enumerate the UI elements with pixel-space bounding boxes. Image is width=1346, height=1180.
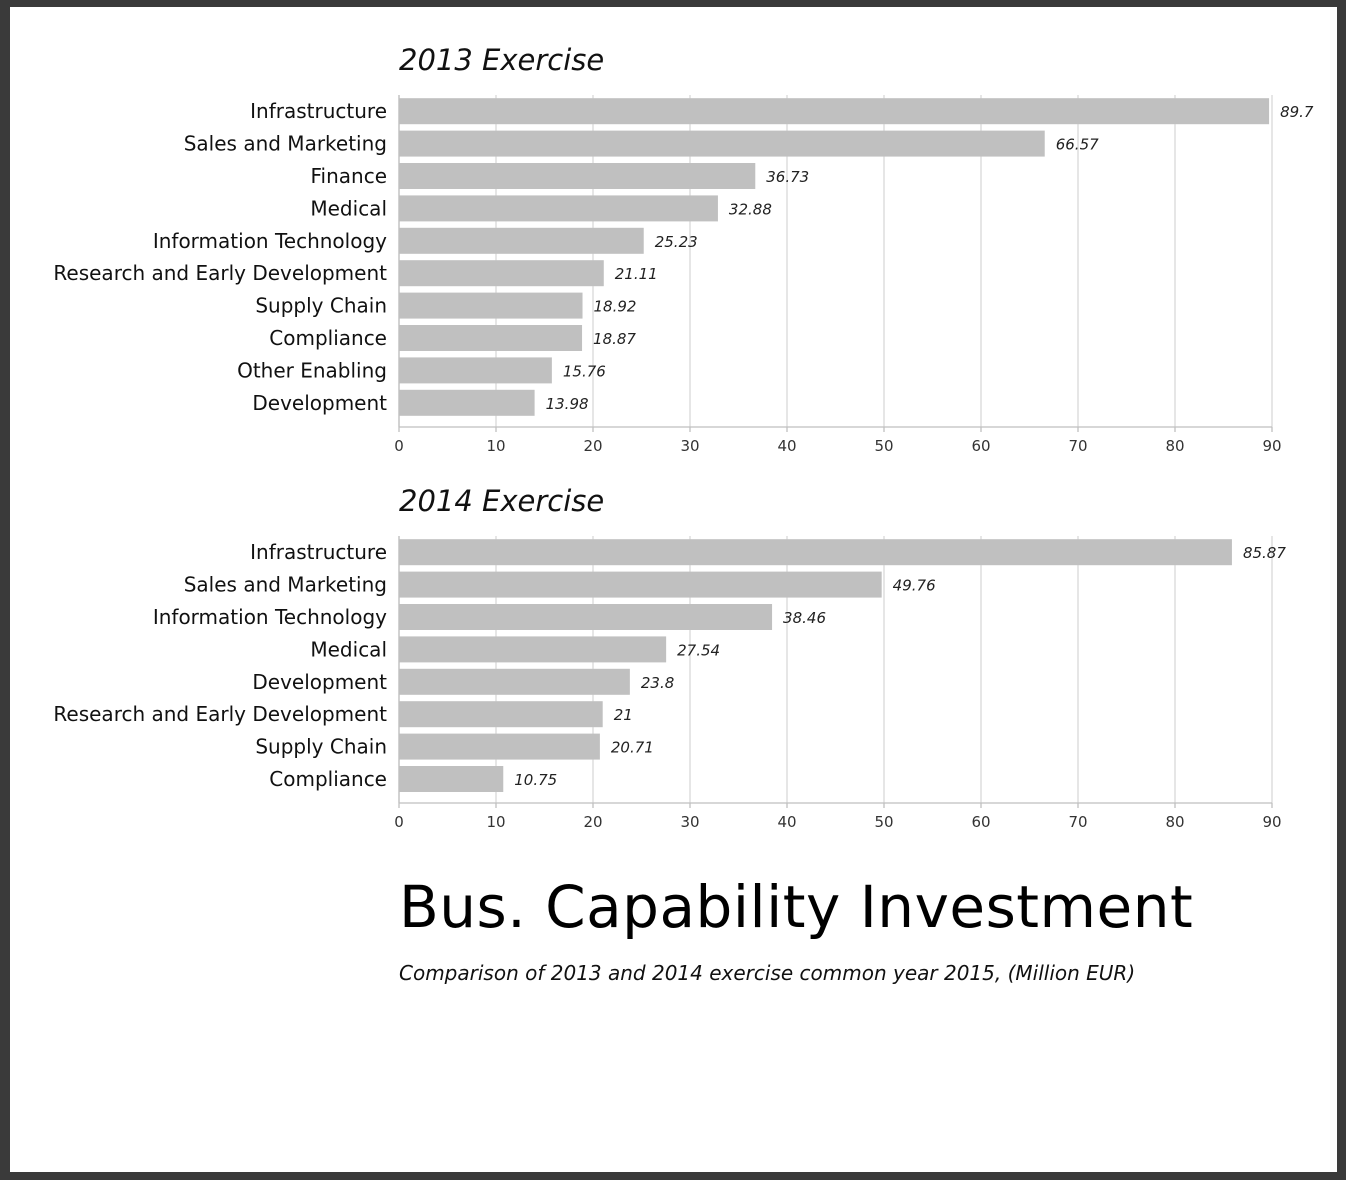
chart1-category-label: Other Enabling [237, 358, 387, 382]
chart1-tick-label: 90 [1262, 437, 1281, 455]
chart2-bar [399, 636, 667, 663]
chart1-bar [399, 389, 535, 416]
chart1-category-label: Supply Chain [255, 294, 387, 318]
chart1-tick-label: 40 [777, 437, 796, 455]
chart2-bar [399, 604, 773, 630]
chart2-bar [399, 668, 630, 695]
chart2-tick-label: 70 [1068, 813, 1087, 831]
chart2-category-label: Compliance [269, 767, 387, 791]
chart2-bar [399, 701, 603, 728]
chart2-tick-label: 80 [1165, 813, 1184, 831]
chart2-category-label: Sales and Marketing [184, 573, 387, 597]
chart2-value-label: 21 [614, 706, 633, 724]
report-page: 2013 Exercise 0 10 20 30 40 50 60 70 80 90 Infrastr… [10, 7, 1337, 1172]
chart1-bar [399, 195, 718, 222]
chart1-category-label: Information Technology [153, 229, 387, 253]
chart1-bar [399, 98, 1270, 125]
chart1-category-label: Compliance [269, 326, 387, 350]
chart1-tick-label: 10 [486, 437, 505, 455]
chart2-value-label: 10.75 [514, 771, 557, 789]
chart2-category-label: Information Technology [153, 605, 387, 629]
chart2-tick-label: 40 [777, 813, 796, 831]
chart2-value-label: 38.46 [783, 609, 826, 627]
chart1-tick-label: 50 [874, 437, 893, 455]
chart2-category-label: Medical [310, 637, 387, 661]
chart2-category-label: Research and Early Development [53, 702, 387, 726]
chart1-bar [399, 227, 644, 254]
chart1-tick-label: 70 [1068, 437, 1087, 455]
chart1-category-label: Research and Early Development [53, 261, 387, 285]
bar-charts: 2013 Exercise 0 10 20 30 40 50 60 70 80 90 Infrastr… [53, 43, 1314, 831]
chart1-value-label: 15.76 [563, 362, 606, 380]
chart1-bar [399, 163, 756, 189]
chart2-value-label: 85.87 [1243, 544, 1286, 562]
chart2-tick-label: 50 [874, 813, 893, 831]
chart1-bar [399, 260, 604, 287]
chart1-bar [399, 130, 1045, 157]
chart1-value-label: 18.87 [593, 330, 636, 348]
chart1-value-label: 25.23 [655, 233, 698, 251]
chart1-tick-label: 60 [971, 437, 990, 455]
chart1-tick-label: 80 [1165, 437, 1184, 455]
chart2-tick-label: 0 [394, 813, 404, 831]
chart2-bar [399, 733, 600, 760]
chart1-value-label: 13.98 [546, 395, 589, 413]
chart1-tick-label: 0 [394, 437, 404, 455]
chart1-category-label: Finance [310, 164, 387, 188]
chart1-bar [399, 357, 552, 384]
chart1-bar [399, 325, 583, 351]
chart1-tick-label: 30 [680, 437, 699, 455]
chart1-bar [399, 292, 583, 319]
chart2-value-label: 23.8 [641, 674, 674, 692]
chart2-value-label: 49.76 [893, 577, 936, 595]
chart1-category-label: Medical [310, 196, 387, 220]
chart1-value-label: 36.73 [766, 168, 809, 186]
chart2-bar [399, 766, 504, 792]
chart2-tick-label: 60 [971, 813, 990, 831]
chart2-value-label: 20.71 [611, 739, 654, 757]
chart2-category-label: Supply Chain [255, 735, 387, 759]
chart1-value-label: 89.7 [1280, 103, 1314, 121]
chart2-value-label: 27.54 [677, 641, 720, 659]
chart1-value-label: 21.11 [615, 265, 658, 283]
chart2-title: 2014 Exercise [399, 484, 604, 518]
page-subtitle: Comparison of 2013 and 2014 exercise com… [399, 961, 1136, 985]
page-title: Bus. Capability Investment [399, 873, 1194, 941]
chart1-value-label: 32.88 [729, 200, 772, 218]
chart1-category-label: Development [252, 391, 387, 415]
chart2-tick-label: 10 [486, 813, 505, 831]
chart1-category-label: Sales and Marketing [184, 132, 387, 156]
chart2-bar [399, 539, 1232, 566]
chart1-tick-label: 20 [583, 437, 602, 455]
chart1-category-label: Infrastructure [250, 99, 387, 123]
chart2-category-label: Development [252, 670, 387, 694]
chart1-title: 2013 Exercise [399, 43, 604, 77]
chart2-bar [399, 571, 882, 598]
chart1-value-label: 66.57 [1056, 136, 1099, 154]
chart1-value-label: 18.92 [594, 298, 637, 316]
chart2-category-label: Infrastructure [250, 540, 387, 564]
chart2-tick-label: 20 [583, 813, 602, 831]
chart2-tick-label: 30 [680, 813, 699, 831]
chart2-tick-label: 90 [1262, 813, 1281, 831]
